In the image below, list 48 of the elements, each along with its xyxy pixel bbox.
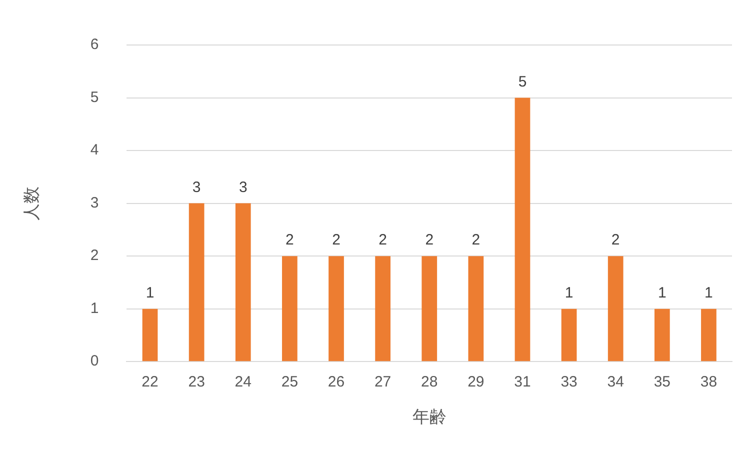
y-tick-label: 0 (90, 352, 99, 370)
data-label: 3 (238, 178, 248, 196)
data-label: 1 (564, 284, 574, 302)
y-tick-label: 1 (90, 300, 99, 317)
x-tick-label: 27 (374, 374, 392, 391)
x-tick-label: 33 (560, 374, 578, 391)
x-tick-label: 29 (468, 374, 484, 391)
x-tick-label: 26 (328, 374, 345, 391)
y-tick-label: 6 (90, 36, 99, 54)
data-label: 2 (286, 232, 294, 249)
x-tick-label: 28 (421, 374, 438, 391)
x-tick-label: 23 (188, 374, 205, 391)
x-tick-label: 31 (514, 374, 531, 391)
x-tick-label: 34 (607, 374, 624, 391)
bar (375, 256, 390, 362)
x-tick-label: 24 (234, 374, 252, 391)
x-tick-label: 25 (281, 374, 298, 391)
bar (188, 203, 204, 362)
y-axis-title: 人数 (22, 186, 41, 220)
data-label: 3 (192, 178, 201, 196)
bar (468, 256, 484, 362)
y-tick-label: 5 (90, 88, 99, 106)
bar (514, 98, 530, 362)
bar (608, 256, 624, 362)
y-tick-label: 4 (90, 142, 99, 159)
bar (701, 308, 716, 362)
data-label: 2 (332, 232, 340, 249)
x-axis-title: 年齢 (412, 407, 446, 426)
x-tick-label: 38 (700, 374, 718, 391)
data-label: 2 (425, 232, 434, 249)
data-label: 2 (472, 232, 480, 249)
bar (654, 308, 670, 362)
data-label: 2 (611, 232, 620, 249)
y-tick-label: 3 (90, 194, 99, 212)
bar (561, 308, 577, 362)
data-label: 2 (378, 232, 387, 249)
data-label: 1 (704, 284, 713, 302)
bar (422, 256, 438, 362)
data-label: 5 (518, 73, 527, 90)
data-label: 1 (658, 284, 666, 302)
bar (282, 256, 298, 362)
x-tick-label: 22 (142, 374, 158, 391)
bar (328, 256, 344, 362)
data-label: 1 (146, 284, 154, 302)
y-tick-label: 2 (90, 247, 99, 264)
x-tick-label: 35 (654, 374, 671, 391)
bar (235, 203, 251, 362)
bar (142, 308, 158, 362)
